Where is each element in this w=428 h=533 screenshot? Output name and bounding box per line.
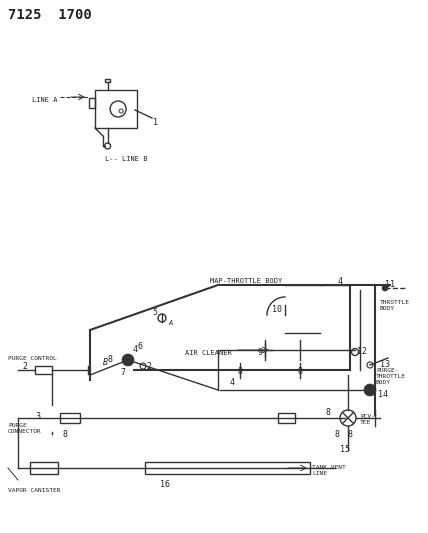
Circle shape xyxy=(122,354,134,366)
Text: 7125  1700: 7125 1700 xyxy=(8,8,92,22)
Text: 11: 11 xyxy=(385,280,395,289)
Text: PURGE CONTROL: PURGE CONTROL xyxy=(8,356,57,361)
Text: 8: 8 xyxy=(108,355,113,364)
Text: 15: 15 xyxy=(340,445,350,454)
Text: 14: 14 xyxy=(378,390,388,399)
Text: LINE A: LINE A xyxy=(32,97,57,103)
Text: 8: 8 xyxy=(63,430,68,439)
Text: 4: 4 xyxy=(230,378,235,387)
Circle shape xyxy=(364,384,376,396)
Text: 13: 13 xyxy=(380,360,390,369)
Text: 10: 10 xyxy=(272,305,282,314)
Text: 4: 4 xyxy=(133,345,138,354)
Text: 4: 4 xyxy=(338,277,343,286)
Text: 2: 2 xyxy=(22,362,27,371)
Text: 2: 2 xyxy=(146,362,151,371)
Text: 6: 6 xyxy=(138,342,143,351)
Text: PURGE-
THROTTLE
BODY: PURGE- THROTTLE BODY xyxy=(376,368,406,385)
Text: TANK VENT
LINE: TANK VENT LINE xyxy=(312,465,346,476)
Text: 8: 8 xyxy=(326,408,331,417)
Text: THROTTLE
BODY: THROTTLE BODY xyxy=(380,300,410,311)
Text: PCV-
TEE: PCV- TEE xyxy=(360,414,375,425)
Text: VAPOR CANISTER: VAPOR CANISTER xyxy=(8,488,60,493)
Text: 7: 7 xyxy=(120,368,125,377)
Text: A: A xyxy=(168,320,172,326)
Text: 8: 8 xyxy=(238,367,243,376)
Circle shape xyxy=(382,285,388,291)
Text: 1: 1 xyxy=(153,118,158,127)
Text: 16: 16 xyxy=(160,480,170,489)
Text: 8: 8 xyxy=(298,367,303,376)
Text: AIR CLEANER: AIR CLEANER xyxy=(185,350,232,356)
Text: 5: 5 xyxy=(152,308,157,317)
Text: 3: 3 xyxy=(35,412,40,421)
Text: 9: 9 xyxy=(258,348,263,357)
Text: PURGE
CONNECTOR: PURGE CONNECTOR xyxy=(8,423,42,434)
Text: MAP-THROTTLE BODY: MAP-THROTTLE BODY xyxy=(210,278,282,284)
Text: 12: 12 xyxy=(357,347,367,356)
Text: B: B xyxy=(103,358,108,367)
Text: 8: 8 xyxy=(348,430,353,439)
Text: 8: 8 xyxy=(335,430,340,439)
Text: L-- LINE B: L-- LINE B xyxy=(105,156,148,162)
